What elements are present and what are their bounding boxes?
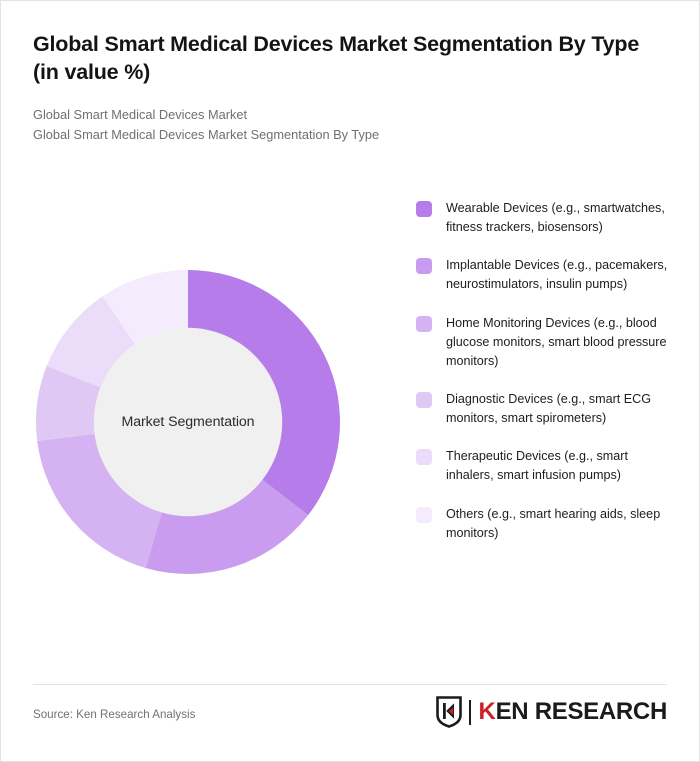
- legend-swatch-icon: [416, 258, 432, 275]
- ken-research-shield-icon: [435, 696, 462, 728]
- source-note: Source: Ken Research Analysis: [33, 708, 196, 721]
- subtitle-primary: Global Smart Medical Devices Market: [33, 106, 248, 122]
- chart-legend: Wearable Devices (e.g., smartwatches, fi…: [416, 199, 678, 562]
- brand-name-rest: EN RESEARCH: [495, 698, 668, 725]
- donut-svg: [36, 270, 340, 574]
- legend-item[interactable]: Therapeutic Devices (e.g., smart inhaler…: [416, 447, 678, 485]
- legend-swatch-icon: [416, 449, 432, 466]
- legend-swatch-icon: [416, 506, 432, 523]
- page-title: Global Smart Medical Devices Market Segm…: [33, 32, 640, 84]
- brand-name: KEN RESEARCH: [478, 698, 668, 726]
- legend-swatch-icon: [416, 201, 432, 217]
- chart-header: Global Smart Medical Devices Market Segm…: [33, 31, 663, 145]
- donut-hole: [93, 327, 283, 517]
- legend-item-label: Wearable Devices (e.g., smartwatches, fi…: [446, 201, 665, 235]
- brand-logo: KEN RESEARCH: [435, 695, 668, 729]
- legend-item-label: Home Monitoring Devices (e.g., blood glu…: [446, 315, 667, 368]
- legend-item[interactable]: Diagnostic Devices (e.g., smart ECG moni…: [416, 390, 678, 428]
- subtitle-block: Global Smart Medical Devices Market Glob…: [33, 105, 663, 145]
- brand-divider: [468, 699, 471, 725]
- legend-item-label: Others (e.g., smart hearing aids, sleep …: [446, 506, 661, 540]
- legend-swatch-icon: [416, 315, 432, 332]
- legend-item[interactable]: Home Monitoring Devices (e.g., blood glu…: [416, 314, 678, 371]
- chart-body: Market Segmentation Wearable Devices (e.…: [1, 181, 700, 671]
- legend-item[interactable]: Implantable Devices (e.g., pacemakers, n…: [416, 256, 678, 294]
- legend-swatch-icon: [416, 391, 432, 408]
- legend-item-label: Therapeutic Devices (e.g., smart inhaler…: [446, 449, 628, 483]
- legend-item[interactable]: Wearable Devices (e.g., smartwatches, fi…: [416, 199, 678, 237]
- brand-name-k: K: [478, 698, 496, 725]
- legend-item-label: Diagnostic Devices (e.g., smart ECG moni…: [446, 391, 652, 426]
- footer-divider: [33, 684, 667, 685]
- legend-item[interactable]: Others (e.g., smart hearing aids, sleep …: [416, 505, 678, 543]
- legend-item-label: Implantable Devices (e.g., pacemakers, n…: [446, 258, 668, 292]
- donut-chart: Market Segmentation: [23, 257, 353, 587]
- subtitle-secondary: Global Smart Medical Devices Market Segm…: [33, 126, 380, 142]
